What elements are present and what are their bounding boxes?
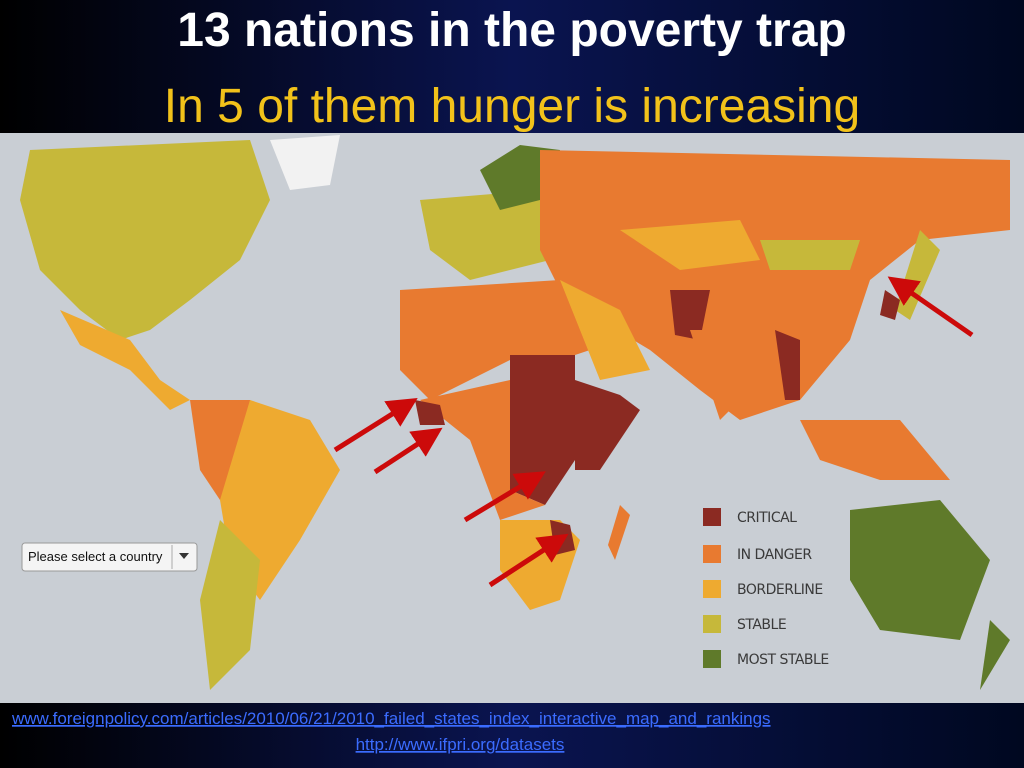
region bbox=[510, 355, 575, 505]
region bbox=[560, 280, 650, 380]
legend-swatch bbox=[703, 508, 721, 526]
select-text: Please select a country bbox=[28, 549, 163, 564]
link[interactable]: www.foreignpolicy.com/articles/2010/06/2… bbox=[11, 709, 771, 728]
region bbox=[620, 220, 760, 270]
arrow bbox=[333, 398, 418, 453]
arrow bbox=[887, 276, 974, 338]
region bbox=[20, 140, 270, 340]
region bbox=[980, 620, 1010, 690]
legend-label: MOST STABLE bbox=[737, 652, 829, 668]
arrow bbox=[488, 533, 569, 588]
arrow bbox=[463, 471, 546, 523]
map: Please select a country CRITICAL IN DANGE… bbox=[0, 133, 1024, 703]
region bbox=[575, 380, 640, 470]
region bbox=[850, 500, 990, 640]
title: 13 nations in the poverty trap bbox=[177, 4, 846, 57]
region bbox=[800, 420, 950, 480]
region bbox=[420, 380, 545, 520]
legend-swatch bbox=[703, 615, 721, 633]
legend: CRITICAL IN DANGER BORDERLINE STABLE MOST ST… bbox=[703, 508, 829, 668]
region bbox=[540, 150, 1010, 420]
region bbox=[60, 310, 190, 410]
legend-swatch bbox=[703, 650, 721, 668]
region bbox=[415, 400, 445, 425]
legend-label: BORDERLINE bbox=[737, 582, 823, 598]
subtitle: In 5 of them hunger is increasing bbox=[164, 80, 860, 133]
region bbox=[670, 290, 710, 340]
select-box[interactable] bbox=[21, 542, 198, 572]
legend-swatch bbox=[703, 545, 721, 563]
greenland bbox=[270, 135, 340, 190]
link[interactable]: http://www.ifpri.org/datasets bbox=[356, 735, 565, 754]
legend-label: IN DANGER bbox=[737, 547, 812, 563]
region bbox=[200, 520, 260, 690]
arrow bbox=[373, 427, 443, 475]
region bbox=[760, 240, 860, 270]
region bbox=[608, 505, 630, 560]
arrows bbox=[333, 276, 974, 588]
legend-label: CRITICAL bbox=[737, 510, 797, 526]
select-caret bbox=[179, 553, 189, 559]
region bbox=[420, 190, 550, 280]
region bbox=[690, 330, 760, 420]
country-select[interactable]: Please select a country bbox=[21, 542, 198, 572]
region bbox=[400, 280, 590, 400]
legend-label: STABLE bbox=[737, 617, 786, 633]
region bbox=[775, 330, 800, 400]
legend-swatch bbox=[703, 580, 721, 598]
